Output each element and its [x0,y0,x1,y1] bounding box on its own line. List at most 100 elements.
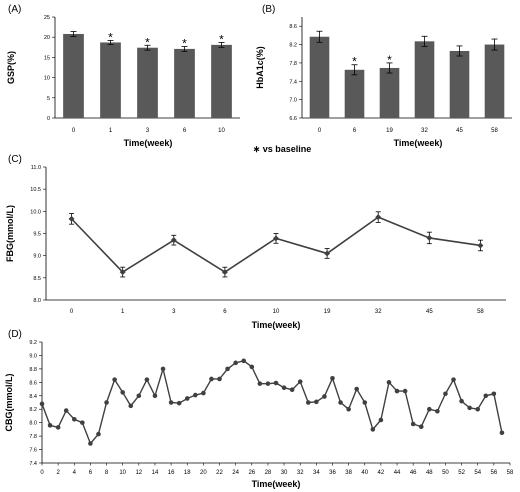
data-point [68,215,75,222]
y-tick-label: 8.8 [29,367,37,373]
data-point [443,391,448,397]
bar [63,33,84,118]
x-tick-label: 0 [72,128,76,134]
data-point [104,400,109,405]
y-tick-label: 7.8 [289,61,297,67]
data-point [346,406,351,412]
data-point [96,431,101,437]
data-point [120,390,125,395]
data-point [435,408,440,414]
bar [414,41,435,118]
series-line [70,216,481,274]
y-tick-label: 6.6 [289,116,297,122]
data-point [217,376,222,382]
data-point [152,393,158,399]
data-point [324,250,331,257]
x-tick-label: 24 [232,470,239,476]
significance-marker: * [182,36,187,50]
bar [449,50,470,118]
y-tick-label: 8.6 [29,380,37,386]
data-point [330,376,335,381]
data-point [55,425,61,430]
panel-label: (B) [262,4,275,15]
data-point [338,400,343,405]
y-axis-title: CBG(mmol/L) [4,374,14,432]
data-point [119,269,126,276]
data-point [241,358,247,364]
data-point [71,417,77,422]
x-tick-label: 14 [152,470,159,476]
y-tick-label: 10 [44,76,50,82]
y-tick-label: 15 [44,55,50,61]
x-tick-label: 10 [218,128,225,134]
x-tick-label: 1 [121,309,125,315]
x-tick-label: 12 [135,470,142,476]
x-tick-label: 30 [281,470,288,476]
data-point [426,234,433,241]
y-tick-label: 10.0 [30,209,41,215]
data-point [370,427,376,432]
x-tick-label: 54 [474,470,481,476]
x-tick-label: 18 [184,470,191,476]
panel-a: (A) 0 5 10 15 20 25 GSP(%) Time(week) 0 * 1 * 3 * 6 * 10 [6,4,240,148]
y-tick-label: 9.0 [29,353,37,359]
x-tick-label: 6 [89,470,93,476]
data-point [410,421,416,427]
x-tick-label: 4 [73,470,77,476]
y-tick-label: 8.4 [29,394,37,400]
y-tick-label: 9.2 [29,340,37,346]
data-point [322,394,327,399]
data-point [176,400,182,406]
data-point [418,424,424,430]
data-point [394,388,400,394]
data-point [160,366,166,372]
y-tick-label: 20 [44,35,50,41]
bar [379,67,400,118]
y-tick-label: 9.0 [33,254,41,260]
bar [174,48,195,118]
bar [211,44,232,118]
x-axis-title: Time(week) [394,138,443,148]
x-tick-label: 32 [421,128,428,134]
data-point [88,441,93,446]
y-tick-label: 8.0 [33,298,41,304]
data-point [273,235,279,242]
significance-marker: * [352,55,357,69]
x-tick-label: 19 [324,309,331,315]
y-tick-label: 7.6 [29,448,37,454]
data-point [209,376,214,382]
bar [484,44,505,118]
data-point [63,408,69,413]
data-point [136,393,142,399]
data-point [305,400,311,405]
x-tick-label: 38 [345,470,352,476]
x-tick-label: 1 [109,128,113,134]
panel-c: (C) 8.0 8.5 9.0 9.5 10.0 10.5 11.0 FBG(mmol/L) Ti… [5,154,506,330]
x-tick-label: 36 [329,470,336,476]
y-tick-label: 7.0 [289,98,297,104]
x-tick-label: 46 [410,470,417,476]
data-point [362,400,368,405]
data-point [427,406,432,412]
x-tick-label: 8 [105,470,109,476]
x-tick-label: 45 [426,309,433,315]
y-tick-label: 7.4 [289,79,297,85]
data-point [314,399,319,405]
x-tick-label: 56 [491,470,498,476]
significance-marker: * [219,32,224,46]
significance-marker: * [108,30,113,44]
x-axis-title: Time(week) [124,138,173,148]
y-tick-label: 8.2 [289,43,297,49]
data-point [221,269,228,276]
data-point [386,380,392,385]
data-point [451,377,456,382]
x-tick-label: 50 [442,470,449,476]
y-tick-label: 8.0 [29,421,37,427]
x-tick-label: 34 [313,470,320,476]
x-tick-label: 45 [456,128,463,134]
data-point [112,377,117,382]
data-point [289,387,295,393]
x-tick-label: 40 [361,470,368,476]
data-point [128,403,134,409]
